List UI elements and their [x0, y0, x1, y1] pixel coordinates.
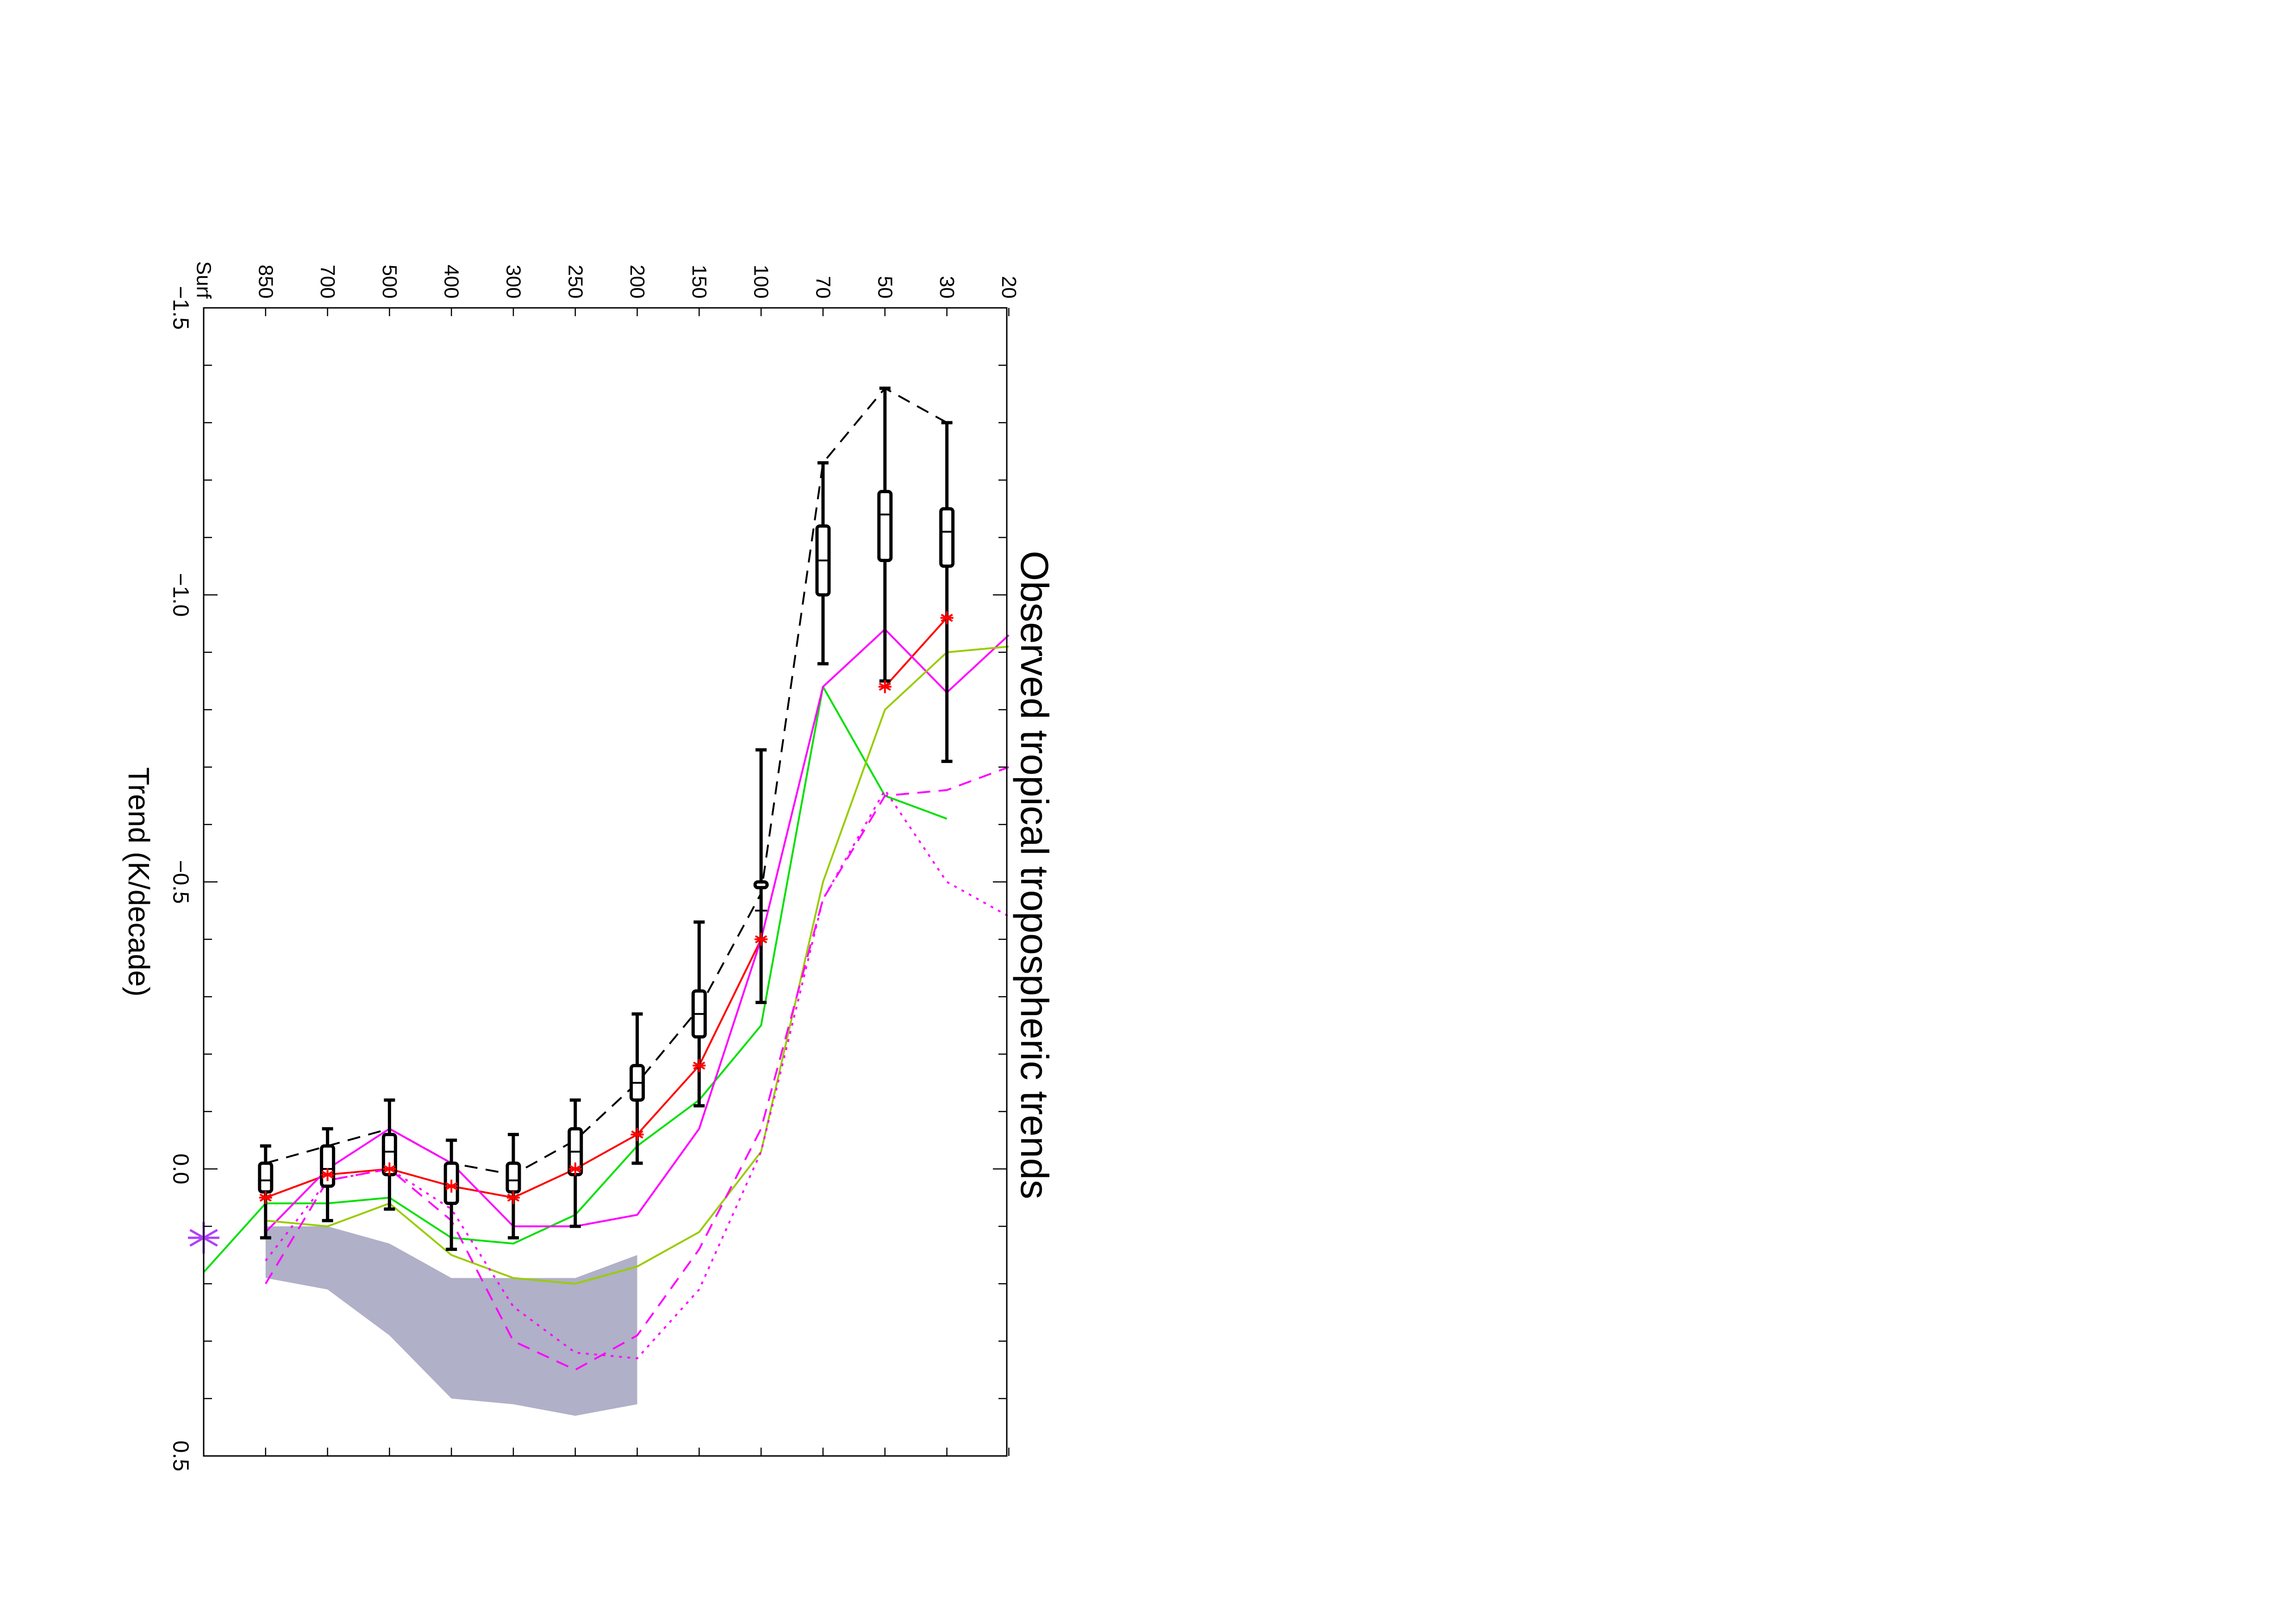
- series-line-2: [884, 617, 948, 687]
- level-label: 250: [564, 265, 586, 299]
- series-point: [321, 1168, 334, 1181]
- level-label: 700: [316, 265, 339, 299]
- boxplot-box: [753, 880, 769, 889]
- trend-tick-label: −0.5: [168, 860, 193, 904]
- boxplot: [568, 1098, 583, 1228]
- series-line-1: [265, 387, 948, 1176]
- trend-tick-label: −1.5: [168, 286, 193, 330]
- level-label: 70: [812, 276, 835, 299]
- series-point: [259, 1191, 272, 1204]
- series-point: [445, 1180, 458, 1193]
- level-label: 100: [750, 265, 773, 299]
- boxplot-box: [939, 507, 955, 568]
- level-label: 150: [688, 265, 711, 299]
- boxplot: [443, 1138, 459, 1251]
- chart-title: Observed tropical tropospheric trends: [1013, 551, 1056, 1199]
- boxplot-box: [258, 1162, 274, 1194]
- level-label: 400: [440, 265, 463, 299]
- series-point: [692, 1059, 706, 1072]
- shaded-range: [265, 1226, 637, 1416]
- level-label: 850: [254, 265, 277, 299]
- series-point: [940, 611, 954, 625]
- boxplot: [939, 421, 955, 763]
- boxplot: [877, 387, 893, 683]
- boxplot: [753, 748, 769, 1004]
- tick-labels: −1.5 −1.0 −0.5 0.0 0.5: [168, 286, 193, 1472]
- boxplot-box: [877, 490, 893, 562]
- level-label: 200: [626, 265, 649, 299]
- series-line-6: [265, 766, 1010, 1371]
- series-point: [507, 1191, 520, 1204]
- trend-tick-label: 0.5: [168, 1441, 193, 1472]
- boxplots-layer: [258, 387, 955, 1251]
- shaded-range-layer: [265, 1226, 637, 1416]
- trend-tick-label: 0.0: [168, 1154, 193, 1185]
- level-label: 30: [935, 276, 958, 299]
- level-labels: Surf 850 700 500 400 300 250 200 150 100 70 50 30 20: [193, 261, 1020, 299]
- series-line-7: [265, 789, 1010, 1360]
- level-label: 50: [873, 276, 896, 299]
- series-point: [568, 1162, 582, 1175]
- level-label: 500: [378, 265, 401, 299]
- series-line-5: [265, 645, 1009, 1285]
- level-label: Surf: [193, 261, 215, 299]
- series-point: [755, 933, 768, 946]
- trend-tick-label: −1.0: [168, 573, 193, 617]
- level-label: 300: [502, 265, 525, 299]
- x-axis-title: Trend (K/decade): [122, 767, 156, 997]
- boxplot: [815, 461, 831, 666]
- boxplot: [381, 1098, 397, 1211]
- boxplot-box: [505, 1162, 521, 1194]
- series-point: [383, 1162, 396, 1175]
- series-point: [878, 680, 892, 693]
- level-label: 20: [998, 276, 1020, 299]
- boxplot: [691, 920, 707, 1108]
- axis-ticks: [204, 307, 1010, 1457]
- series-point: [630, 1128, 644, 1141]
